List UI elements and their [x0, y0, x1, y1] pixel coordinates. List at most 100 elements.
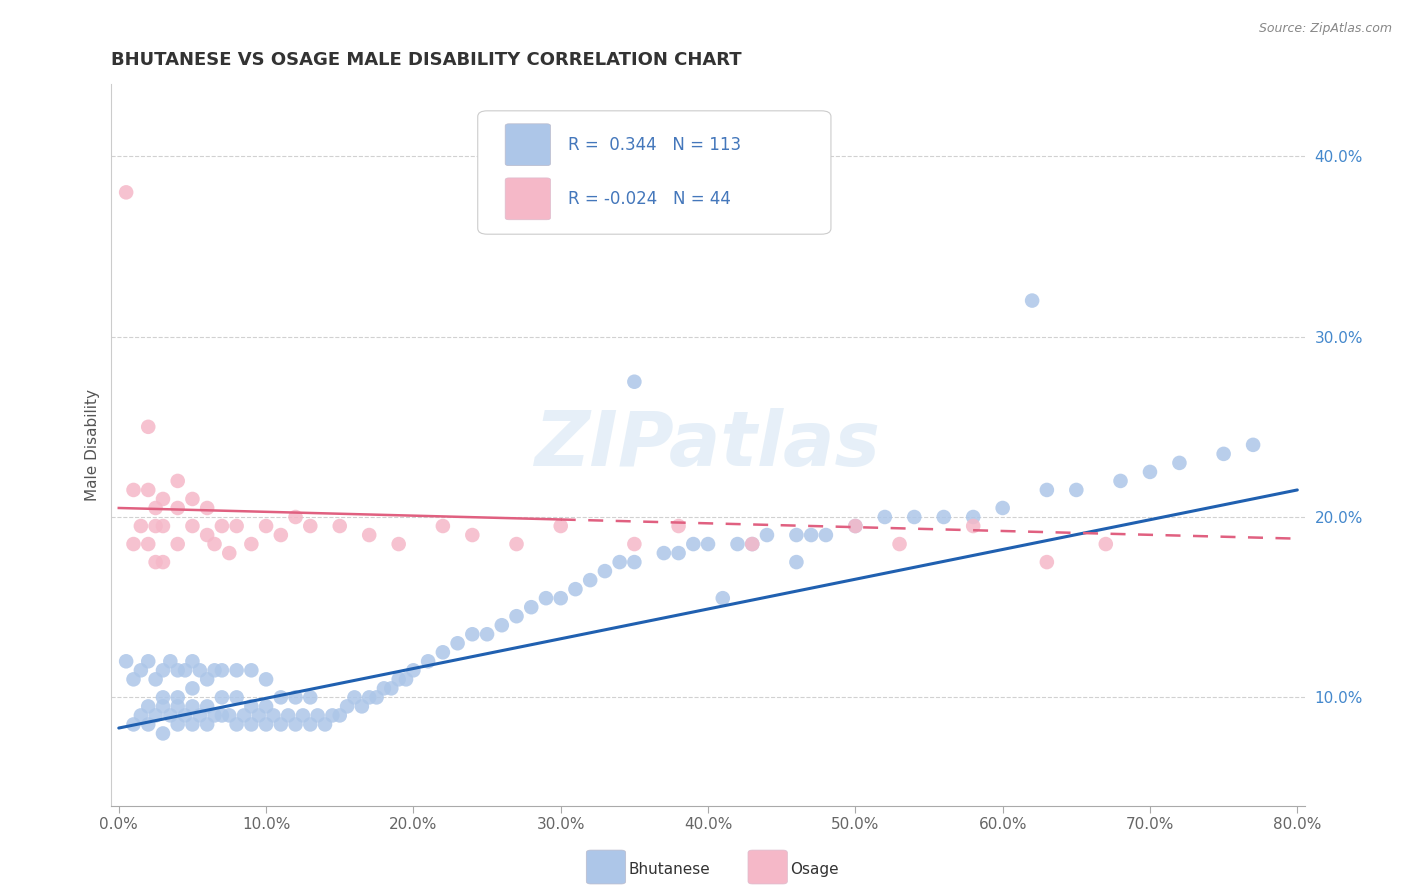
Point: [697, 537, 720, 551]
Point: [432, 519, 454, 533]
Point: [122, 483, 145, 497]
Point: [204, 537, 226, 551]
Point: [166, 690, 188, 705]
Point: [174, 663, 197, 677]
Point: [254, 699, 277, 714]
Point: [844, 519, 866, 533]
Point: [115, 186, 138, 200]
Text: R =  0.344   N = 113: R = 0.344 N = 113: [568, 136, 741, 153]
Point: [233, 708, 256, 723]
Point: [166, 474, 188, 488]
Point: [181, 717, 204, 731]
Point: [152, 519, 174, 533]
Point: [136, 537, 159, 551]
Point: [188, 663, 211, 677]
Point: [136, 420, 159, 434]
Point: [741, 537, 763, 551]
Point: [262, 708, 284, 723]
Text: Source: ZipAtlas.com: Source: ZipAtlas.com: [1258, 22, 1392, 36]
Point: [491, 618, 513, 632]
Point: [520, 600, 543, 615]
Point: [785, 528, 807, 542]
Point: [652, 546, 675, 560]
Point: [166, 699, 188, 714]
Point: [166, 500, 188, 515]
Point: [284, 690, 307, 705]
Point: [1212, 447, 1234, 461]
Point: [152, 726, 174, 740]
Point: [247, 708, 270, 723]
Point: [254, 717, 277, 731]
Point: [505, 609, 527, 624]
Point: [225, 519, 247, 533]
Point: [343, 690, 366, 705]
Point: [682, 537, 704, 551]
Point: [166, 663, 188, 677]
Point: [1241, 438, 1264, 452]
Point: [181, 519, 204, 533]
Point: [418, 654, 440, 668]
Point: [550, 591, 572, 606]
Point: [225, 690, 247, 705]
Point: [609, 555, 631, 569]
Point: [534, 591, 557, 606]
Point: [188, 708, 211, 723]
Point: [181, 654, 204, 668]
Point: [211, 663, 233, 677]
Point: [122, 717, 145, 731]
Point: [152, 555, 174, 569]
Point: [195, 673, 218, 687]
Point: [579, 573, 602, 587]
Point: [174, 708, 197, 723]
Point: [136, 654, 159, 668]
Point: [711, 591, 734, 606]
Point: [785, 555, 807, 569]
Point: [350, 699, 373, 714]
Point: [218, 708, 240, 723]
Point: [889, 537, 911, 551]
Point: [299, 690, 322, 705]
Point: [741, 537, 763, 551]
Point: [623, 375, 645, 389]
Point: [321, 708, 343, 723]
Point: [240, 717, 263, 731]
Point: [225, 663, 247, 677]
Point: [446, 636, 468, 650]
Point: [136, 717, 159, 731]
Point: [668, 519, 690, 533]
Point: [932, 510, 955, 524]
Point: [314, 717, 336, 731]
Point: [270, 717, 292, 731]
Point: [145, 555, 167, 569]
Point: [395, 673, 418, 687]
Point: [366, 690, 388, 705]
Point: [505, 537, 527, 551]
Point: [270, 690, 292, 705]
Point: [254, 519, 277, 533]
Point: [800, 528, 823, 542]
Point: [181, 681, 204, 696]
Point: [166, 717, 188, 731]
Point: [218, 546, 240, 560]
FancyBboxPatch shape: [478, 111, 831, 235]
Point: [195, 717, 218, 731]
Point: [903, 510, 925, 524]
Point: [844, 519, 866, 533]
Point: [564, 582, 586, 596]
Point: [873, 510, 896, 524]
Point: [329, 519, 352, 533]
Point: [152, 699, 174, 714]
Point: [475, 627, 498, 641]
Point: [211, 708, 233, 723]
Point: [623, 537, 645, 551]
Point: [291, 708, 314, 723]
Point: [1109, 474, 1132, 488]
Point: [550, 519, 572, 533]
Point: [181, 699, 204, 714]
Y-axis label: Male Disability: Male Disability: [86, 389, 100, 501]
Point: [225, 717, 247, 731]
Point: [145, 673, 167, 687]
Point: [432, 645, 454, 659]
Point: [388, 673, 411, 687]
Point: [299, 717, 322, 731]
